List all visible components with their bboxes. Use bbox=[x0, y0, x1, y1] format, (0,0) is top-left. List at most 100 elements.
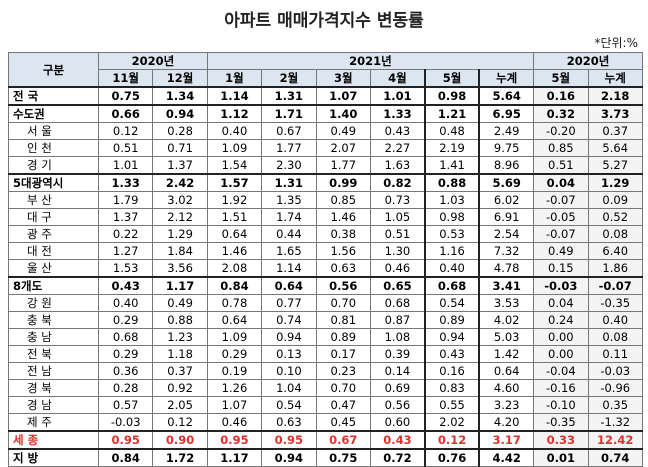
cell: 0.98 bbox=[423, 208, 481, 226]
header-row: 구분 2020년 2021년 2020년 bbox=[8, 52, 643, 88]
cell: 5.64 bbox=[587, 139, 643, 157]
cell: 1.03 bbox=[423, 191, 481, 209]
cell: 0.90 bbox=[152, 430, 208, 450]
cell: 0.43 bbox=[97, 276, 154, 295]
cell: 0.68 bbox=[423, 276, 481, 295]
cell: 5.27 bbox=[587, 156, 643, 175]
cell: 5.64 bbox=[478, 86, 535, 106]
cell: 0.11 bbox=[587, 345, 643, 363]
cell: -0.07 bbox=[533, 225, 589, 243]
table-row: 경 남 0.57 2.05 1.07 0.54 0.47 0.56 0.55 3.23 -0.10… bbox=[8, 396, 643, 414]
cell: 1.26 bbox=[206, 379, 263, 397]
table-row: 울 산 1.53 3.56 2.08 1.14 0.63 0.46 0.40 4.78 0.15 1… bbox=[8, 259, 643, 278]
cell: -0.04 bbox=[533, 362, 589, 380]
cell: 0.69 bbox=[369, 379, 426, 397]
cell: 6.40 bbox=[587, 242, 643, 260]
cell: 6.91 bbox=[478, 208, 535, 226]
row-label: 전 남 bbox=[8, 362, 99, 380]
table-row: 인 천 0.51 0.71 1.09 1.77 2.07 2.27 2.19 9.75 0.85 5… bbox=[8, 139, 643, 157]
cell: 0.52 bbox=[587, 208, 643, 226]
cell: 0.54 bbox=[261, 396, 317, 414]
row-label: 수도권 bbox=[8, 104, 99, 123]
cell: 0.56 bbox=[315, 276, 371, 295]
cell: 6.02 bbox=[478, 191, 535, 209]
cell: 0.51 bbox=[533, 156, 589, 175]
cell: 12.42 bbox=[587, 430, 643, 450]
cell: 0.92 bbox=[152, 379, 208, 397]
table-row: 전 국 0.75 1.34 1.14 1.31 1.07 1.01 0.98 5.64 0.16 2… bbox=[8, 86, 643, 106]
cell: 0.94 bbox=[423, 328, 481, 346]
cell: 0.94 bbox=[261, 328, 317, 346]
cell: 0.54 bbox=[423, 294, 481, 312]
cell: 1.12 bbox=[206, 104, 263, 123]
cell: 0.43 bbox=[369, 430, 426, 450]
row-label: 지 방 bbox=[8, 448, 99, 467]
cell: 1.40 bbox=[315, 104, 371, 123]
cell: 1.46 bbox=[206, 242, 263, 260]
row-label: 강 원 bbox=[8, 294, 99, 312]
cell: 0.17 bbox=[315, 345, 371, 363]
cell: 0.66 bbox=[97, 104, 154, 123]
cell: 0.63 bbox=[315, 259, 371, 278]
cell: 0.40 bbox=[587, 311, 643, 329]
cell: 0.64 bbox=[478, 362, 535, 380]
cell: 1.37 bbox=[152, 156, 208, 175]
cell: 0.56 bbox=[369, 396, 426, 414]
cell: 1.53 bbox=[97, 259, 154, 278]
cell: 0.94 bbox=[261, 448, 317, 467]
cell: -0.35 bbox=[533, 413, 589, 432]
group-header: 2020년 bbox=[98, 52, 208, 70]
cell: 1.92 bbox=[206, 191, 263, 209]
cell: 0.65 bbox=[369, 276, 426, 295]
cell: 3.73 bbox=[587, 104, 643, 123]
cell: 0.74 bbox=[587, 448, 643, 467]
cell: 0.68 bbox=[369, 294, 426, 312]
cell: 0.48 bbox=[423, 122, 481, 140]
cell: 1.77 bbox=[315, 156, 371, 175]
cell: 2.18 bbox=[587, 86, 643, 106]
cell: 0.49 bbox=[533, 242, 589, 260]
cell: 1.56 bbox=[315, 242, 371, 260]
cell: 0.04 bbox=[533, 173, 589, 192]
cell: -0.07 bbox=[587, 276, 643, 295]
row-label: 8개도 bbox=[8, 276, 99, 295]
cell: 1.17 bbox=[206, 448, 263, 467]
cell: 1.33 bbox=[369, 104, 426, 123]
cell: 0.43 bbox=[369, 122, 426, 140]
cell: 4.02 bbox=[478, 311, 535, 329]
cell: 0.04 bbox=[533, 294, 589, 312]
cell: 0.47 bbox=[315, 396, 371, 414]
cell: 1.77 bbox=[261, 139, 317, 157]
cell: 2.07 bbox=[315, 139, 371, 157]
cell: -0.96 bbox=[587, 379, 643, 397]
table-row: 충 남 0.68 1.23 1.09 0.94 0.89 1.08 0.94 5.03 0.00 0… bbox=[8, 328, 643, 346]
table-row: 강 원 0.40 0.49 0.78 0.77 0.70 0.68 0.54 3.53 0.04-… bbox=[8, 294, 643, 312]
title: 아파트 매매가격지수 변동률 bbox=[224, 11, 424, 31]
cell: 0.32 bbox=[533, 104, 589, 123]
cell: 3.17 bbox=[478, 430, 535, 450]
cell: 1.17 bbox=[152, 276, 208, 295]
cell: 0.22 bbox=[97, 225, 154, 243]
cell: 0.12 bbox=[97, 122, 154, 140]
table-row: 제 주 -0.03 0.12 0.46 0.63 0.45 0.60 2.02 4.20 -0.3… bbox=[8, 413, 643, 432]
cell: 3.02 bbox=[152, 191, 208, 209]
cell: 0.46 bbox=[369, 259, 426, 278]
cell: 0.45 bbox=[315, 413, 371, 432]
cell: 0.00 bbox=[533, 345, 589, 363]
cell: 0.64 bbox=[261, 276, 317, 295]
cell: 2.19 bbox=[423, 139, 481, 157]
cell: 1.09 bbox=[206, 139, 263, 157]
cell: 1.57 bbox=[206, 173, 263, 192]
row-label: 대 구 bbox=[8, 208, 99, 226]
cell: 0.67 bbox=[315, 430, 371, 450]
row-label: 제 주 bbox=[8, 413, 99, 432]
cell: 1.42 bbox=[478, 345, 535, 363]
column-header: 12월 bbox=[152, 69, 208, 88]
table-row: 경 북 0.28 0.92 1.26 1.04 0.70 0.69 0.83 4.60 -0.16… bbox=[8, 379, 643, 397]
column-header: 5월 bbox=[423, 69, 481, 88]
table: 구분 2020년 2021년 2020년 11월 12월 1월 2월 3월 4월 5월 누계 5월 누계 전… bbox=[8, 52, 643, 467]
table-row: 세 종 0.95 0.90 0.95 0.95 0.67 0.43 0.12 3.17 0.33 1… bbox=[8, 430, 643, 450]
cell: 4.20 bbox=[478, 413, 535, 432]
cell: 0.75 bbox=[97, 86, 154, 106]
column-header: 3월 bbox=[315, 69, 371, 88]
